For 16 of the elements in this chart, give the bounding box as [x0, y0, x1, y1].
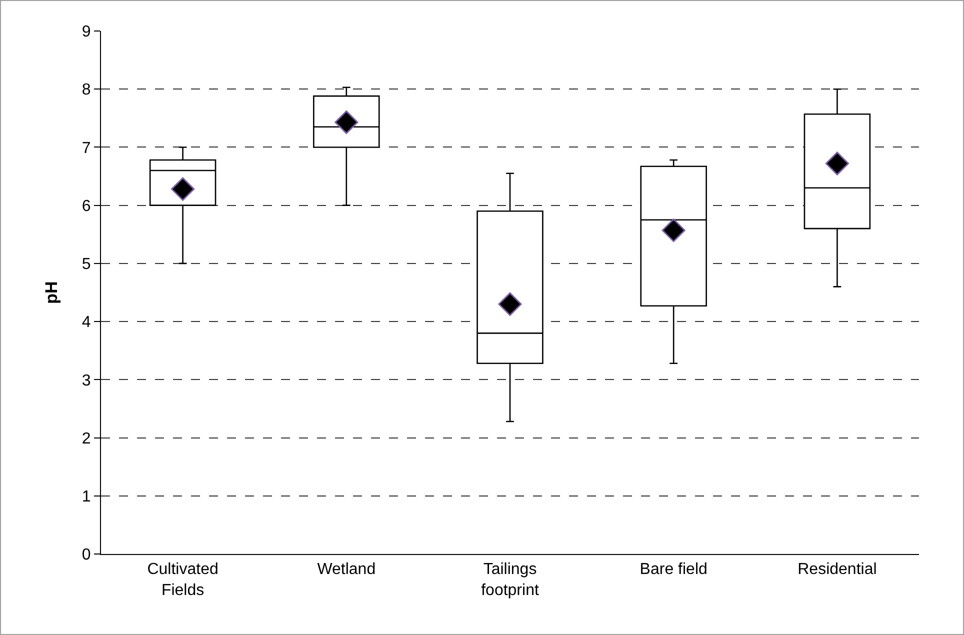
- y-tick-label: 1: [82, 488, 91, 506]
- x-tick-label: Cultivated Fields: [147, 561, 218, 599]
- y-tick-label: 2: [82, 430, 91, 448]
- y-axis-title: pH: [42, 281, 61, 304]
- x-tick-label: Bare field: [640, 561, 708, 578]
- y-tick-label: 9: [82, 24, 91, 41]
- y-tick-label: 7: [82, 140, 91, 157]
- y-tick-label: 0: [82, 546, 91, 564]
- x-tick-label: Residential: [798, 561, 877, 578]
- x-tick-label: Tailings footprint: [481, 561, 540, 599]
- y-tick-label: 3: [82, 372, 91, 390]
- y-tick-label: 8: [82, 82, 91, 99]
- y-tick-label: 4: [82, 314, 91, 332]
- y-tick-label: 6: [82, 198, 91, 215]
- y-tick-label: 5: [82, 256, 91, 274]
- x-tick-label: Wetland: [317, 561, 376, 578]
